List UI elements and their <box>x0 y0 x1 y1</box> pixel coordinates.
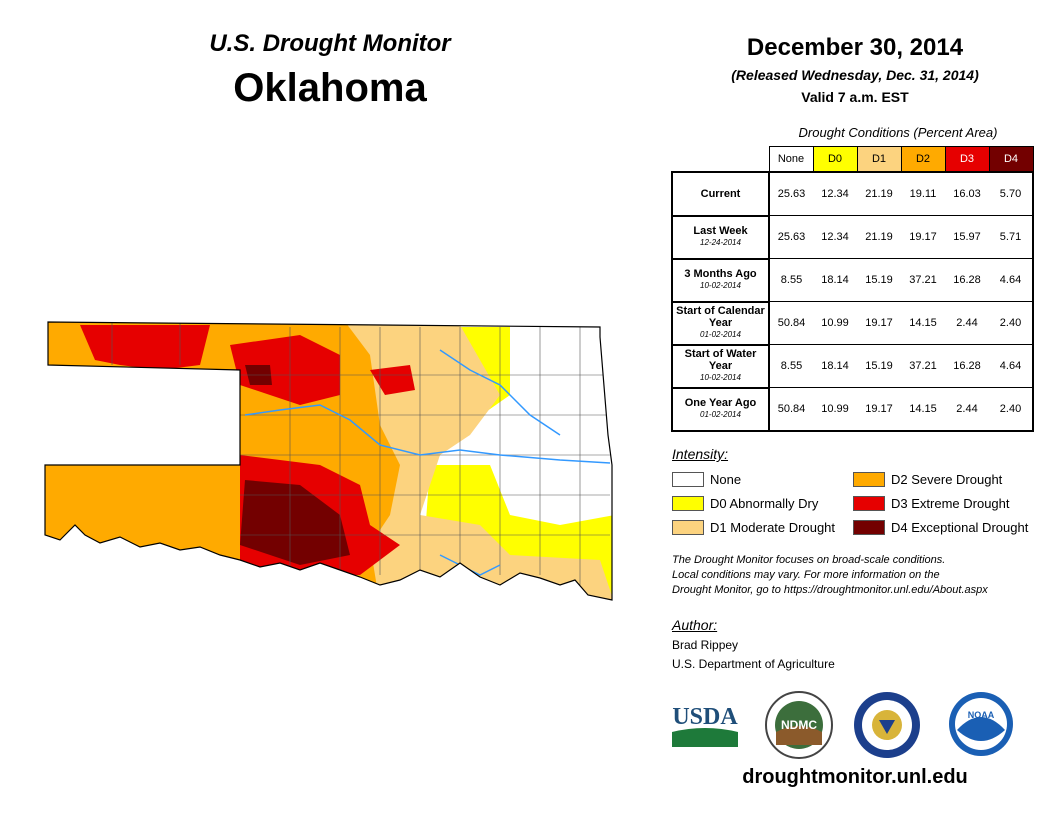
noaa-logo: NOAA <box>949 692 1013 756</box>
map-date: December 30, 2014 <box>746 34 964 61</box>
cell-d1: 15.19 <box>857 344 901 388</box>
cell-d3: 2.44 <box>945 387 989 432</box>
row-label: One Year Ago 01-02-2014 <box>671 386 770 432</box>
valid-time: Valid 7 a.m. EST <box>801 89 909 105</box>
legend-swatch <box>853 496 885 511</box>
table-row: Start of Calendar Year 01-02-2014 50.84 10.… <box>671 300 1034 346</box>
cell-d0: 12.34 <box>813 171 857 216</box>
row-label: Start of Calendar Year 01-02-2014 <box>671 300 770 346</box>
table-row: Start of Water Year 10-02-2014 8.55 18.14 15… <box>671 343 1034 389</box>
cell-d3: 2.44 <box>945 301 989 345</box>
col-header-d3: D3 <box>944 146 990 173</box>
author-title: Author: <box>672 617 718 633</box>
doc-seal-logo <box>854 692 920 758</box>
cell-d0: 10.99 <box>813 387 857 432</box>
legend-title: Intensity: <box>672 446 729 462</box>
legend-item-d3: D3 Extreme Drought <box>853 496 1010 511</box>
cell-d2: 14.15 <box>901 387 945 432</box>
cell-d4: 4.64 <box>989 258 1034 302</box>
svg-text:NOAA: NOAA <box>968 710 995 720</box>
website-url[interactable]: droughtmonitor.unl.edu <box>742 766 968 788</box>
region-d3-north-central <box>370 365 415 395</box>
legend-item-d2: D2 Severe Drought <box>853 472 1002 487</box>
table-caption: Drought Conditions (Percent Area) <box>798 125 998 140</box>
region-d3-northwest <box>230 335 340 405</box>
table-row: Last Week 12-24-2014 25.63 12.34 21.19 19.17 1… <box>671 214 1034 260</box>
cell-d3: 16.28 <box>945 258 989 302</box>
cell-d4: 2.40 <box>989 301 1034 345</box>
legend-item-d0: D0 Abnormally Dry <box>672 496 818 511</box>
state-title: Oklahoma <box>233 66 427 110</box>
cell-d1: 15.19 <box>857 258 901 302</box>
cell-d0: 18.14 <box>813 258 857 302</box>
cell-d2: 19.17 <box>901 215 945 259</box>
monitor-title: U.S. Drought Monitor <box>209 30 451 57</box>
table-row: Current 25.63 12.34 21.19 19.11 16.03 5.70 <box>671 171 1034 217</box>
cell-d0: 12.34 <box>813 215 857 259</box>
cell-d2: 14.15 <box>901 301 945 345</box>
released-date: (Released Wednesday, Dec. 31, 2014) <box>731 67 979 83</box>
row-label: Last Week 12-24-2014 <box>671 214 770 260</box>
cell-d0: 10.99 <box>813 301 857 345</box>
usda-logo: USDA <box>672 704 738 747</box>
cell-none: 25.63 <box>768 171 813 216</box>
cell-none: 50.84 <box>768 301 813 345</box>
cell-d4: 5.71 <box>989 215 1034 259</box>
col-header-d0: D0 <box>812 146 858 173</box>
legend-swatch <box>672 520 704 535</box>
cell-d2: 37.21 <box>901 258 945 302</box>
cell-none: 50.84 <box>768 387 813 432</box>
row-label: Start of Water Year 10-02-2014 <box>671 343 770 389</box>
cell-d0: 18.14 <box>813 344 857 388</box>
cell-d1: 21.19 <box>857 171 901 216</box>
disclaimer-note: The Drought Monitor focuses on broad-sca… <box>672 554 988 596</box>
col-header-none: None <box>768 146 814 173</box>
cell-d3: 16.28 <box>945 344 989 388</box>
cell-none: 8.55 <box>768 344 813 388</box>
cell-d1: 21.19 <box>857 215 901 259</box>
legend-swatch <box>672 496 704 511</box>
author-name: Brad Rippey <box>672 638 739 652</box>
oklahoma-drought-map <box>44 321 613 601</box>
col-header-d1: D1 <box>856 146 902 173</box>
row-label: 3 Months Ago 10-02-2014 <box>671 257 770 303</box>
cell-d1: 19.17 <box>857 387 901 432</box>
legend-swatch <box>853 520 885 535</box>
legend-item-d1: D1 Moderate Drought <box>672 520 835 535</box>
cell-d1: 19.17 <box>857 301 901 345</box>
col-header-d2: D2 <box>900 146 946 173</box>
table-row: 3 Months Ago 10-02-2014 8.55 18.14 15.19 37.2… <box>671 257 1034 303</box>
legend-item-d4: D4 Exceptional Drought <box>853 520 1028 535</box>
cell-d4: 5.70 <box>989 171 1034 216</box>
legend-item-none: None <box>672 472 741 487</box>
col-header-d4: D4 <box>988 146 1034 173</box>
cell-d4: 2.40 <box>989 387 1034 432</box>
region-d4-southwest <box>240 480 350 565</box>
cell-d2: 19.11 <box>901 171 945 216</box>
cell-d3: 16.03 <box>945 171 989 216</box>
cell-d2: 37.21 <box>901 344 945 388</box>
state-outline <box>44 321 613 601</box>
ndmc-logo: NDMC <box>765 691 833 759</box>
author-org: U.S. Department of Agriculture <box>672 657 835 671</box>
svg-text:USDA: USDA <box>672 704 738 730</box>
svg-text:NDMC: NDMC <box>781 718 817 732</box>
cell-none: 8.55 <box>768 258 813 302</box>
drought-conditions-table: None D0 D1 D2 D3 D4 Current 25.63 12.34 21.… <box>671 146 1034 432</box>
legend-swatch <box>853 472 885 487</box>
cell-d4: 4.64 <box>989 344 1034 388</box>
cell-d3: 15.97 <box>945 215 989 259</box>
cell-none: 25.63 <box>768 215 813 259</box>
row-label: Current <box>671 171 770 217</box>
region-d3-panhandle <box>80 325 210 370</box>
legend-swatch <box>672 472 704 487</box>
table-row: One Year Ago 01-02-2014 50.84 10.99 19.17 14.… <box>671 386 1034 432</box>
